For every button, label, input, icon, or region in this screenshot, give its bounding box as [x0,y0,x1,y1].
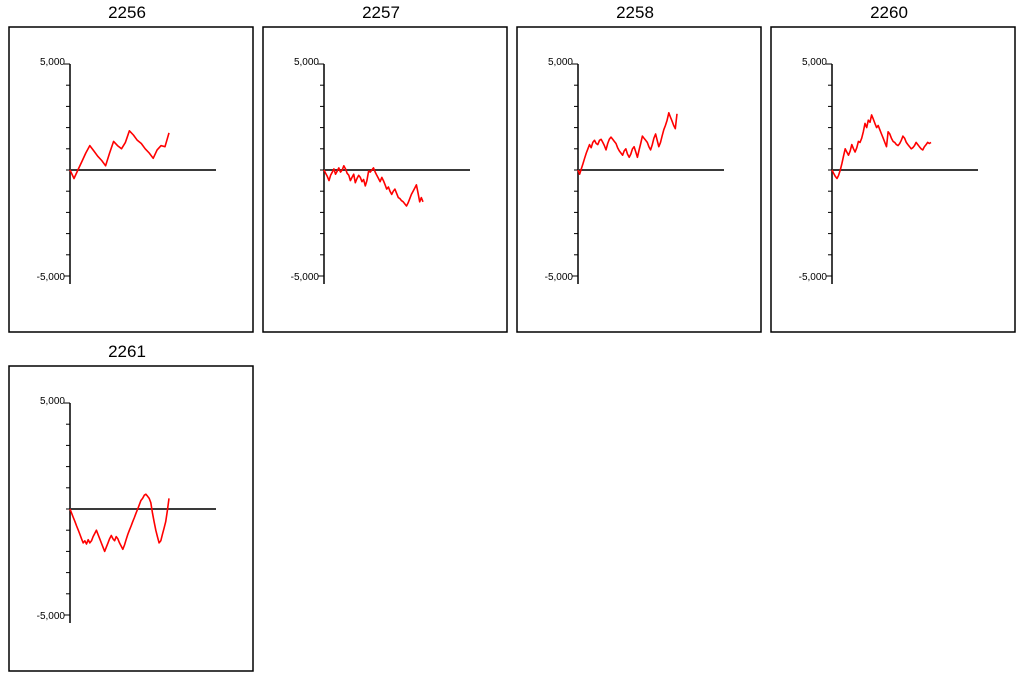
series-line [323,165,424,207]
chart-plot: 5,000 -5,000 [770,26,1016,333]
series-line [69,130,170,180]
chart-plot: 5,000 -5,000 [8,26,254,333]
plot-frame [770,26,1016,333]
y-tick-label: 5,000 [40,396,65,407]
series-line [577,112,678,175]
chart-title: 2256 [108,3,146,22]
chart-title: 2261 [108,342,146,361]
series-line [831,114,932,180]
y-tick-label: 5,000 [548,57,573,68]
y-tick-label: 5,000 [40,57,65,68]
chart-panel-2261: 2261 5,000 -5,000 [0,339,254,679]
chart-title: 2258 [616,3,654,22]
y-tick-label: -5,000 [291,272,320,283]
plot-frame [8,365,254,672]
plot-frame [8,26,254,333]
chart-panel-2256: 2256 5,000 -5,000 [0,0,254,340]
chart-panel-2258: 2258 5,000 -5,000 [508,0,762,340]
plot-frame [516,26,762,333]
chart-panel-2260: 2260 5,000 -5,000 [762,0,1016,340]
chart-plot: 5,000 -5,000 [516,26,762,333]
chart-plot: 5,000 -5,000 [262,26,508,333]
chart-panel-2257: 2257 5,000 -5,000 [254,0,508,340]
series-line [69,493,170,553]
y-tick-label: -5,000 [37,272,66,283]
y-tick-label: -5,000 [37,611,66,622]
y-tick-label: -5,000 [799,272,828,283]
chart-title: 2257 [362,3,400,22]
chart-title: 2260 [870,3,908,22]
chart-plot: 5,000 -5,000 [8,365,254,672]
y-tick-label: -5,000 [545,272,574,283]
plot-frame [262,26,508,333]
y-tick-label: 5,000 [802,57,827,68]
y-tick-label: 5,000 [294,57,319,68]
